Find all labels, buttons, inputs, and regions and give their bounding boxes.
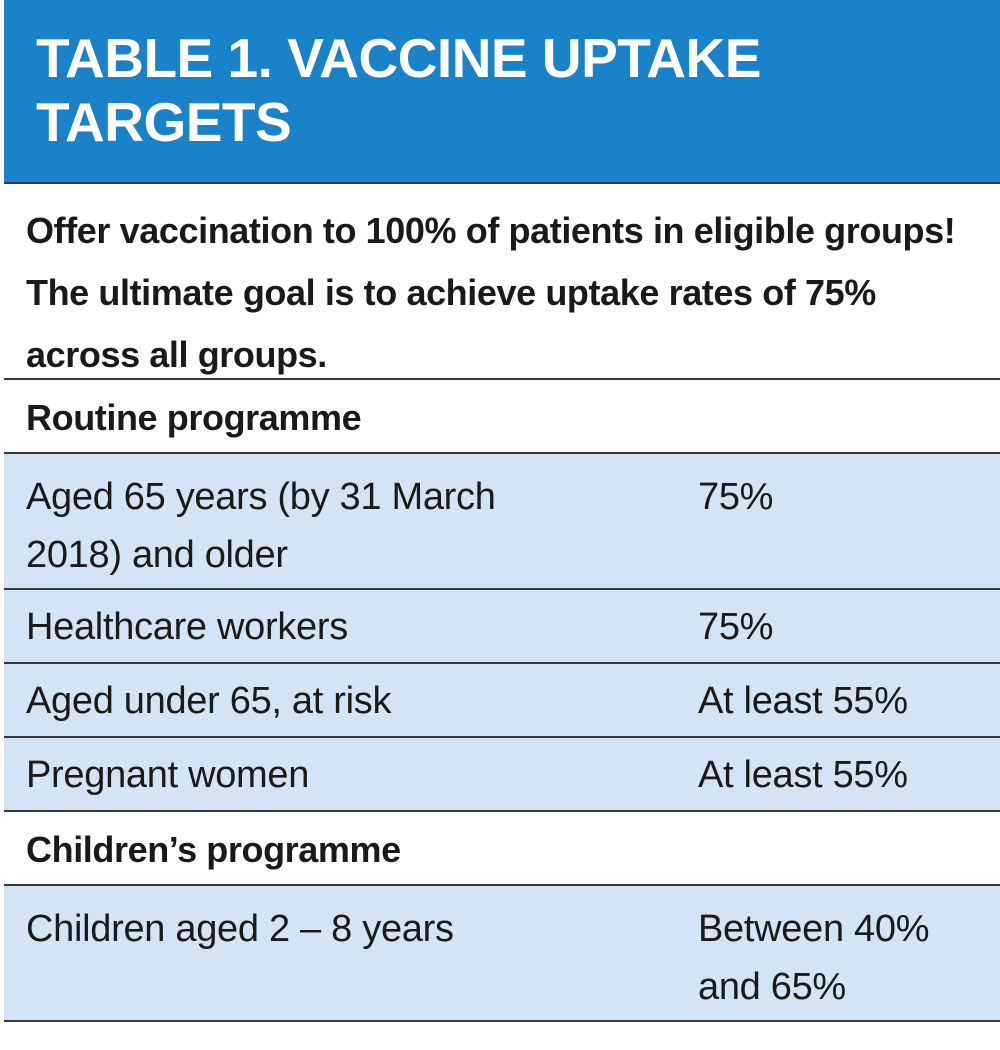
row-target-value: 75%	[698, 606, 774, 648]
table-row: Healthcare workers 75%	[4, 590, 1000, 664]
section-heading-label: Children’s programme	[26, 829, 401, 870]
intro-section: Offer vaccination to 100% of patients in…	[4, 184, 1000, 380]
row-group-label: Aged 65 years (by 31 March 2018) and old…	[26, 476, 496, 576]
row-group-label: Pregnant women	[26, 754, 310, 796]
table-row: Pregnant women At least 55%	[4, 738, 1000, 812]
table-title: TABLE 1. VACCINE UPTAKE TARGETS	[36, 27, 761, 153]
row-target-value: At least 55%	[698, 680, 908, 722]
table-title-bar: TABLE 1. VACCINE UPTAKE TARGETS	[4, 0, 1000, 184]
intro-text: Offer vaccination to 100% of patients in…	[26, 210, 956, 375]
row-target-value: At least 55%	[698, 754, 908, 796]
row-group-label: Healthcare workers	[26, 606, 348, 648]
row-target-value: Between 40% and 65%	[698, 908, 930, 1008]
table-row: Children aged 2 – 8 years Between 40% an…	[4, 886, 1000, 1022]
table-row: Aged under 65, at risk At least 55%	[4, 664, 1000, 738]
section-heading-label: Routine programme	[26, 397, 362, 438]
row-group-label: Aged under 65, at risk	[26, 680, 392, 722]
section-heading-routine: Routine programme	[4, 380, 1000, 454]
row-target-value: 75%	[698, 476, 774, 518]
table-row: Aged 65 years (by 31 March 2018) and old…	[4, 454, 1000, 590]
row-group-label: Children aged 2 – 8 years	[26, 908, 454, 950]
section-heading-children: Children’s programme	[4, 812, 1000, 886]
